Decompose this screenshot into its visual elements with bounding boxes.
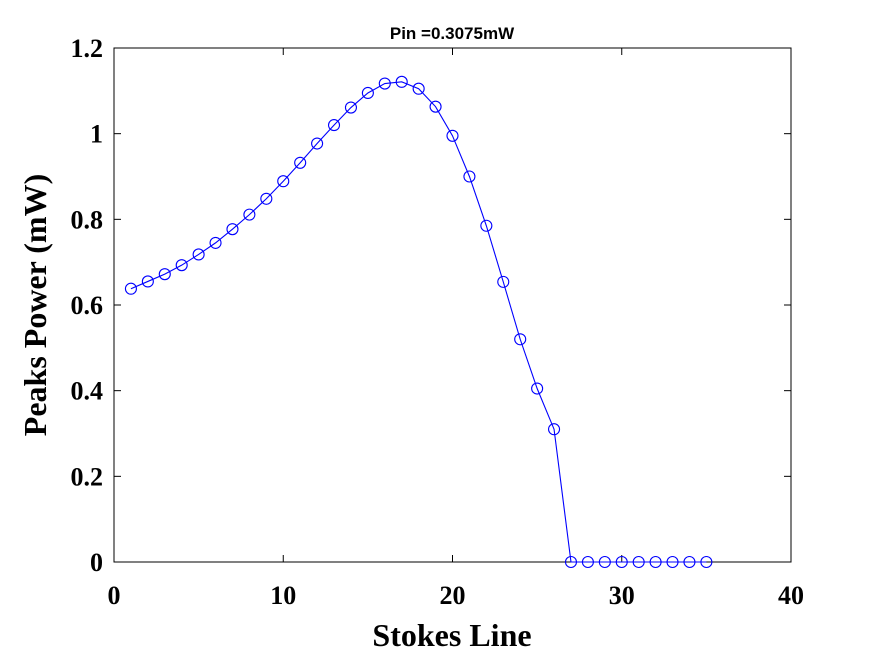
x-tick-label: 0	[108, 581, 121, 610]
axis-tick-labels: 0 10 20 30 40 0 0.2 0.4 0.6 0.8 1 1.2	[71, 34, 805, 610]
chart-title: Pin =0.3075mW	[390, 24, 515, 43]
data-point	[277, 175, 290, 188]
data-point	[378, 77, 391, 90]
data-point	[480, 219, 493, 232]
data-point	[632, 555, 645, 569]
data-point	[463, 170, 476, 183]
data-point	[175, 259, 188, 272]
data-point	[700, 555, 713, 569]
data-point	[531, 382, 544, 395]
axis-ticks	[113, 47, 792, 563]
y-tick-label: 1	[90, 120, 103, 149]
y-tick-label: 0.4	[71, 377, 104, 406]
data-point	[124, 282, 137, 295]
data-point	[615, 555, 628, 569]
x-tick-label: 10	[270, 581, 296, 610]
x-axis-label: Stokes Line	[372, 617, 531, 653]
data-point	[361, 86, 374, 100]
y-tick-label: 1.2	[71, 34, 104, 63]
y-tick-label: 0.8	[71, 205, 104, 234]
data-point	[158, 268, 171, 281]
data-point	[344, 101, 358, 114]
data-point	[294, 156, 307, 169]
data-point	[395, 75, 408, 88]
data-point	[429, 100, 442, 113]
data-point	[446, 129, 459, 142]
y-axis-label: Peaks Power (mW)	[17, 174, 53, 436]
data-point	[311, 137, 324, 150]
data-point	[564, 555, 578, 569]
data-point	[141, 275, 154, 288]
data-point	[666, 555, 679, 569]
x-tick-label: 20	[440, 581, 466, 610]
data-point	[547, 423, 561, 436]
data-point	[683, 555, 696, 569]
x-tick-label: 40	[778, 581, 804, 610]
data-point	[497, 275, 510, 288]
data-point	[412, 82, 425, 95]
data-point	[581, 555, 594, 569]
x-tick-label: 30	[609, 581, 635, 610]
data-point	[209, 236, 222, 249]
y-tick-label: 0	[90, 548, 103, 577]
data-point	[649, 555, 662, 569]
data-point	[598, 555, 611, 569]
data-point	[243, 208, 256, 221]
data-point	[327, 119, 341, 132]
plot-area	[113, 47, 792, 563]
y-tick-label: 0.6	[71, 291, 104, 320]
data-point	[226, 223, 239, 236]
y-tick-label: 0.2	[71, 462, 104, 491]
data-point	[514, 333, 527, 346]
data-point	[192, 248, 205, 261]
data-series	[124, 75, 713, 569]
data-point	[260, 192, 273, 205]
